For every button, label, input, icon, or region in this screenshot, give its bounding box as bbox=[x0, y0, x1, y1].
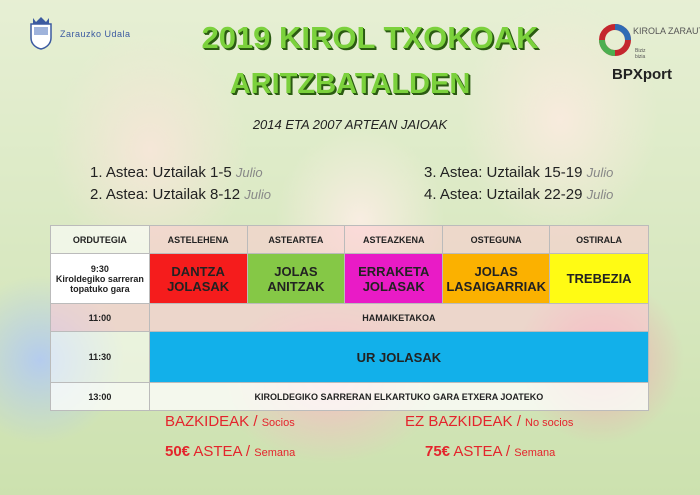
schedule-table: ORDUTEGIA ASTELEHENA ASTEARTEA ASTEAZKEN… bbox=[50, 225, 650, 411]
week-1: 1. Astea: Uztailak 1-5 Julio bbox=[90, 164, 263, 181]
coat-of-arms-icon bbox=[30, 17, 52, 50]
members-price: 50€ ASTEA / Semana bbox=[165, 443, 296, 460]
activity-thursday: JOLAS LASAIGARRIAK bbox=[442, 253, 551, 304]
col-header-wednesday: ASTEAZKENA bbox=[344, 225, 444, 254]
non-members-label: EZ BAZKIDEAK / No socios bbox=[405, 413, 574, 430]
non-members-price: 75€ ASTEA / Semana bbox=[425, 443, 556, 460]
water-games-cell: UR JOLASAK bbox=[148, 331, 650, 383]
activity-friday: TREBEZIA bbox=[549, 253, 649, 304]
kirola-zarautz-text: KIROLA ZARAUTZ bbox=[633, 26, 700, 36]
time-cell: 11:30 bbox=[50, 331, 150, 383]
week-2: 2. Astea: Uztailak 8-12 Julio bbox=[90, 186, 272, 203]
activity-wednesday: ERRAKETA JOLASAK bbox=[344, 253, 444, 304]
table-row: 11:30 UR JOLASAK bbox=[50, 331, 650, 383]
logo-text: Zarauzko Udala bbox=[60, 29, 131, 39]
time-cell: 13:00 bbox=[50, 382, 150, 411]
week-4: 4. Astea: Uztailak 22-29 Julio bbox=[424, 186, 614, 203]
page-subtitle: ARITZBATALDEN bbox=[229, 68, 471, 100]
col-header-time: ORDUTEGIA bbox=[50, 225, 150, 254]
members-label: BAZKIDEAK / Socios bbox=[165, 413, 295, 430]
header-row: ORDUTEGIA ASTELEHENA ASTEARTEA ASTEAZKEN… bbox=[50, 225, 649, 254]
logo-tagline: Biziz bizia bbox=[635, 48, 646, 60]
activity-tuesday: JOLAS ANITZAK bbox=[246, 253, 346, 304]
page-title: 2019 KIROL TXOKOAK bbox=[201, 20, 539, 55]
kirola-zarautz-logo: KIROLA ZARAUTZ Biziz bizia bbox=[597, 22, 700, 63]
activity-monday: DANTZA JOLASAK bbox=[148, 253, 248, 304]
table-row: 11:00 HAMAIKETAKOA bbox=[50, 303, 650, 332]
bpxport-logo: BPXport bbox=[612, 66, 672, 83]
col-header-friday: OSTIRALA bbox=[549, 225, 649, 254]
week-3: 3. Astea: Uztailak 15-19 Julio bbox=[424, 164, 614, 181]
ring-logo-icon bbox=[599, 24, 631, 56]
col-header-tuesday: ASTEARTEA bbox=[246, 225, 346, 254]
time-cell: 9:30 Kiroldegiko sarreran topatuko gara bbox=[50, 253, 150, 304]
table-row: 9:30 Kiroldegiko sarreran topatuko gara D… bbox=[50, 253, 649, 304]
col-header-thursday: OSTEGUNA bbox=[442, 225, 551, 254]
zarautz-udala-logo: Zarauzko Udala bbox=[28, 16, 130, 55]
pickup-cell: KIROLDEGIKO SARRERAN ELKARTUKO GARA ETXE… bbox=[148, 382, 650, 411]
col-header-monday: ASTELEHENA bbox=[148, 225, 248, 254]
time-cell: 11:00 bbox=[50, 303, 150, 332]
age-range: 2014 ETA 2007 ARTEAN JAIOAK bbox=[252, 117, 448, 132]
table-row: 13:00 KIROLDEGIKO SARRERAN ELKARTUKO GAR… bbox=[50, 382, 650, 411]
snack-cell: HAMAIKETAKOA bbox=[148, 303, 650, 332]
